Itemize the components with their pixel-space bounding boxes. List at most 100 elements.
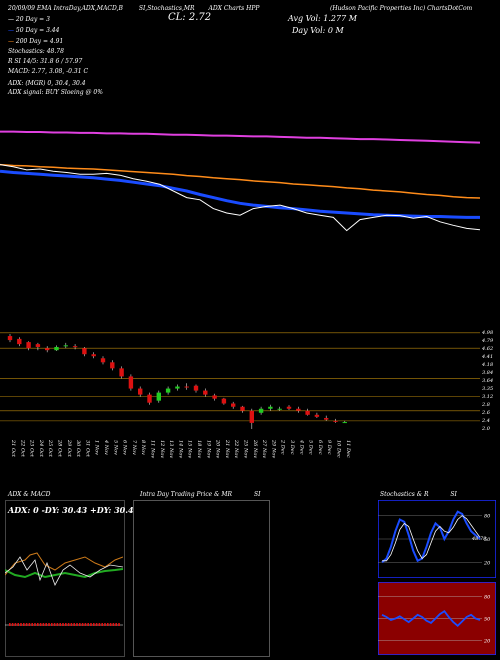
macd-histogram-bar <box>118 623 120 626</box>
date-label: 12 Nov <box>159 440 165 458</box>
rsi-line <box>381 609 481 628</box>
macd-histogram-bar <box>45 623 47 626</box>
macd-histogram-bar <box>20 623 22 626</box>
candle-body <box>63 345 68 347</box>
macd-histogram-bar <box>62 623 64 626</box>
candle-ytick: 3.35 <box>482 386 493 392</box>
macd-histogram-bar <box>67 623 70 626</box>
candle-body <box>212 395 217 399</box>
date-label: 24 Oct <box>38 439 44 458</box>
date-label: 3 Dec <box>289 440 295 455</box>
minus-di-line <box>5 556 123 586</box>
avg-volume: Avg Vol: 1.277 M <box>288 14 357 23</box>
macd-histogram-bar <box>39 623 42 626</box>
close-price: CL: 2.72 <box>168 12 212 23</box>
candle-body <box>193 385 199 391</box>
stoch-value-label: 48.78 <box>471 536 486 542</box>
candle-ytick: 3.12 <box>482 394 493 400</box>
company-name: (Hudson Pacific Properties Inc) ChartsDo… <box>330 5 473 12</box>
date-label: 27 Nov <box>261 439 267 458</box>
macd-histogram-bar <box>95 623 98 626</box>
date-label: 8 Nov <box>140 440 146 455</box>
macd-histogram-bar <box>98 623 101 626</box>
macd-histogram-bar <box>56 623 59 626</box>
candle-body <box>333 420 338 422</box>
candle-ytick: 2.6 <box>481 410 491 416</box>
date-label: 29 Nov <box>270 439 276 458</box>
ema-chart <box>0 130 481 232</box>
ema50-label: — 50 Day = 3.44 <box>8 27 60 34</box>
candle-body <box>296 408 301 411</box>
stoch-line <box>381 510 481 564</box>
date-label: 28 Oct <box>57 439 63 458</box>
candle-ytick: 2.0 <box>481 426 491 432</box>
candle-body <box>305 410 310 415</box>
date-label: 2 Dec <box>280 439 286 455</box>
macd-histogram-bar <box>42 623 45 626</box>
macd-histogram-bar <box>107 623 109 626</box>
candle-body <box>184 386 189 388</box>
candle-body <box>45 348 50 351</box>
candle-body <box>156 392 161 401</box>
macd-histogram-bar <box>48 623 50 626</box>
date-label: 11 Nov <box>150 440 156 458</box>
macd-histogram-bar <box>17 623 19 626</box>
date-label: 15 Nov <box>187 440 193 458</box>
candle-body <box>110 362 115 369</box>
intraday-panel <box>133 500 270 657</box>
macd-histogram-bar <box>109 623 112 626</box>
candle-ytick: 2.4 <box>481 418 490 424</box>
adx-signal-label: ADX signal: BUY Sloeing @ 0% <box>8 89 103 96</box>
date-label: 30 Oct <box>75 440 81 458</box>
candle-ytick: 4.41 <box>481 354 493 360</box>
date-axis: 21 Oct 22 Oct 23 Oct 24 Oct 25 Oct 28 Oct 29 O… <box>10 439 351 458</box>
date-label: 29 Oct <box>66 439 72 458</box>
date-label: 4 Dec <box>298 439 304 455</box>
macd-histogram-bar <box>11 623 14 626</box>
candle-body <box>268 406 273 409</box>
candle-body <box>249 410 254 423</box>
candle-body <box>231 403 236 407</box>
candle-body <box>324 418 329 420</box>
rsi-ytick: 80 <box>484 595 491 601</box>
intraday-panel-title: Intra Day Trading Price & MR SI <box>140 491 261 498</box>
ema-line-20-day <box>0 169 480 219</box>
macd-histogram-bar <box>31 623 33 626</box>
date-label: 7 Nov <box>131 440 137 455</box>
candle-body <box>100 358 106 363</box>
candle-body <box>165 388 171 393</box>
macd-histogram-bar <box>115 623 117 626</box>
stoch-ytick: 20 <box>483 560 491 566</box>
macd-histogram-bar <box>23 623 25 626</box>
plus-di-line <box>5 568 123 579</box>
date-label: 25 Oct <box>47 439 53 458</box>
candle-ytick: 3.64 <box>482 378 493 384</box>
candle-body <box>221 398 227 404</box>
stoch-panel-title: Stochastics & R SI <box>380 491 457 498</box>
ema20-label: — 20 Day = 3 <box>8 16 50 23</box>
macd-histogram-bar <box>53 623 56 626</box>
header-line1: 20/09/09 EMA IntraDay,ADX,MACD,B SI,Stoc… <box>8 5 260 12</box>
candle-body <box>240 406 245 411</box>
ema200-label: — 200 Day = 4.91 <box>8 38 64 45</box>
macd-histogram-bar <box>70 623 73 626</box>
candle-body <box>286 406 292 409</box>
macd-histogram-bar <box>76 623 78 626</box>
ema-line-200-day <box>0 130 481 144</box>
macd-histogram-bar <box>79 623 81 626</box>
candle-body <box>147 394 152 403</box>
date-label: 21 Oct <box>10 439 16 458</box>
date-label: 9 Dec <box>326 440 332 455</box>
macd-histogram-bar <box>90 623 92 626</box>
macd-histogram-bar <box>28 623 31 626</box>
macd-label: MACD: 2.77, 3.08, -0.31 C <box>8 68 89 75</box>
date-label: 26 Nov <box>252 439 258 458</box>
candle-ytick: 4.18 <box>481 362 493 368</box>
candle-body <box>7 336 13 341</box>
adx-macd-chart <box>5 552 123 626</box>
adx-panel <box>5 500 125 657</box>
macd-histogram-bar <box>101 623 103 626</box>
candle-body <box>91 354 96 357</box>
ema-line-close <box>0 164 481 232</box>
macd-histogram-bar <box>73 623 75 626</box>
